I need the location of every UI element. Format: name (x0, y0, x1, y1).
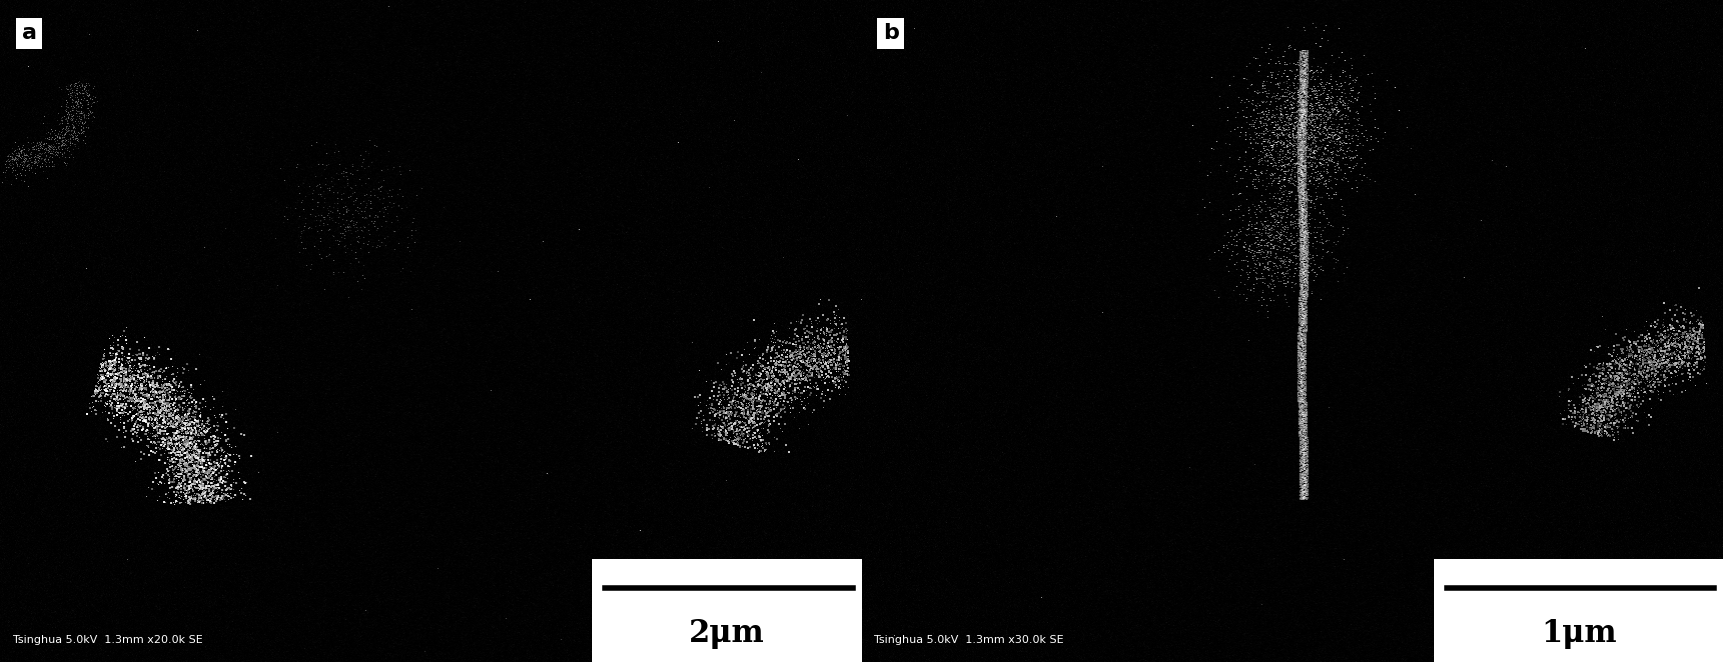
Text: b: b (884, 23, 899, 43)
Text: 1μm: 1μm (1540, 618, 1616, 649)
Text: Tsinghua 5.0kV  1.3mm x20.0k SE: Tsinghua 5.0kV 1.3mm x20.0k SE (14, 636, 203, 645)
Bar (1434, 559, 1723, 662)
Text: 2μm: 2μm (689, 618, 765, 649)
Text: a: a (21, 23, 36, 43)
Text: Tsinghua 5.0kV  1.3mm x30.0k SE: Tsinghua 5.0kV 1.3mm x30.0k SE (875, 636, 1065, 645)
Bar (593, 559, 862, 662)
